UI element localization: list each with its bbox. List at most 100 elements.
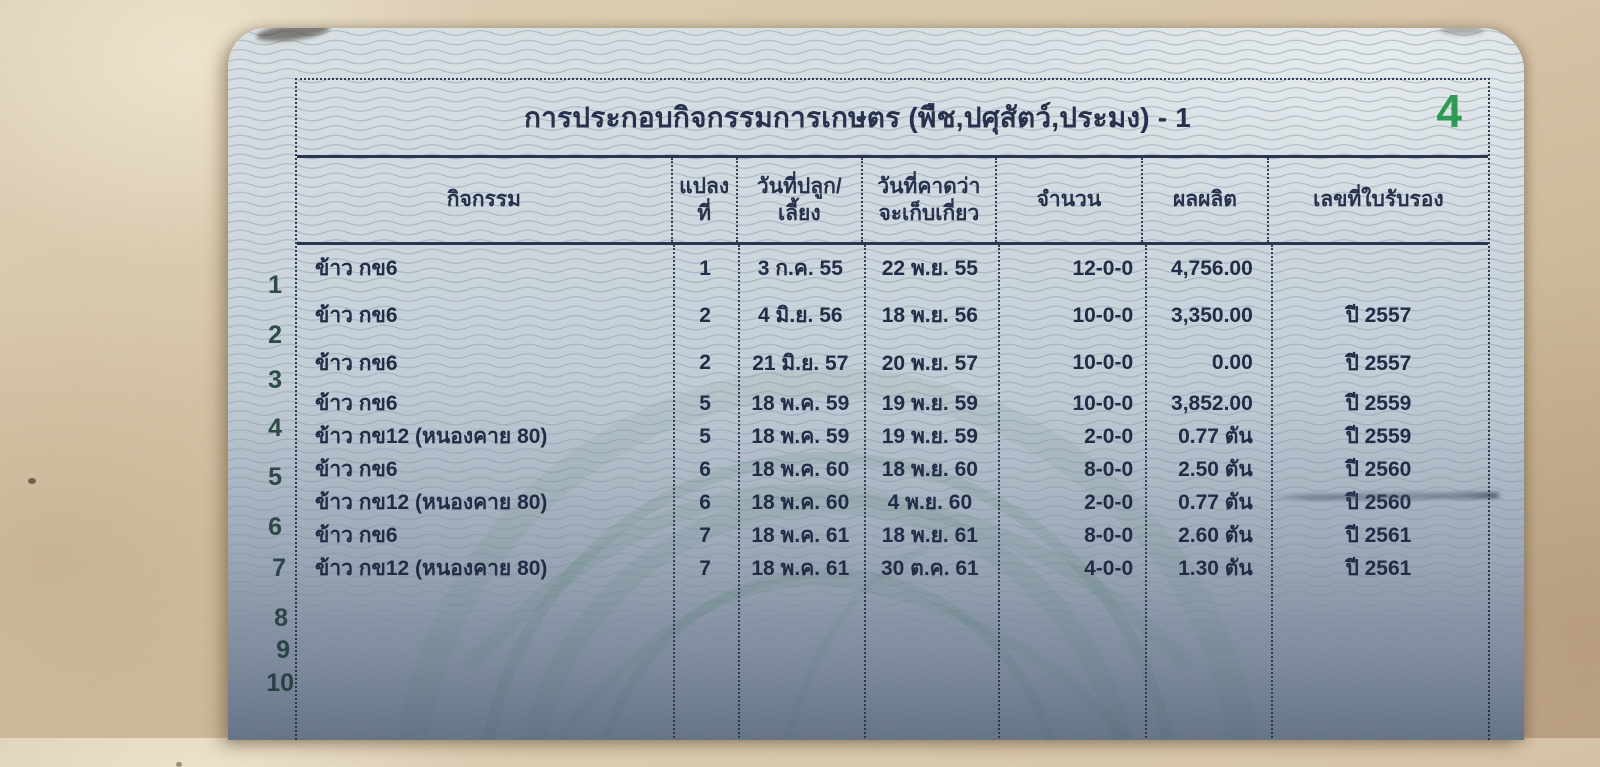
cell-expected: 19 พ.ย. 59 — [881, 425, 978, 448]
page-edge-mark — [1440, 28, 1484, 35]
cell-plot: 5 — [699, 391, 711, 415]
cell-planted: 18 พ.ค. 61 — [751, 524, 850, 547]
cell-cert: ปี 2561 — [1345, 524, 1412, 547]
table-title-band: การประกอบกิจกรรมการเกษตร (พืช,ปศุสัตว์,ป… — [297, 80, 1488, 158]
cell-planted: 18 พ.ค. 60 — [751, 458, 850, 481]
table-row: ข้าว กข6 6 18 พ.ค. 60 18 พ.ย. 60 8-0-0 2.50 ต… — [297, 453, 1488, 486]
margin-row-number: 7 — [272, 554, 286, 582]
page-number: 4 — [1436, 85, 1462, 137]
cell-expected: 20 พ.ย. 57 — [881, 351, 978, 375]
column-header-amount: จำนวน — [997, 158, 1144, 242]
cell-cert: ปี 2557 — [1345, 304, 1412, 327]
column-divider — [1271, 245, 1273, 740]
cell-expected: 18 พ.ย. 60 — [881, 458, 978, 481]
cell-yield: 4,756.00 — [1171, 256, 1253, 280]
column-header-planted: วันที่ปลูก/ เลี้ยง — [738, 158, 864, 242]
cell-activity: ข้าว กข6 — [315, 392, 398, 415]
table-row: ข้าว กข12 (หนองคาย 80) 5 18 พ.ค. 59 19 พ.ย.… — [297, 420, 1488, 453]
column-header-yield: ผลผลิต — [1143, 158, 1269, 242]
margin-row-number: 2 — [268, 321, 282, 349]
cell-cert: ปี 2561 — [1345, 557, 1412, 580]
cell-expected: 18 พ.ย. 56 — [881, 304, 978, 327]
cell-expected: 22 พ.ย. 55 — [881, 257, 978, 280]
cell-plot: 6 — [699, 490, 711, 514]
column-header-plot: แปลง ที่ — [673, 158, 738, 242]
column-divider — [998, 245, 1000, 740]
table-body: ข้าว กข6 1 3 ก.ค. 55 22 พ.ย. 55 12-0-0 4,756.… — [297, 245, 1488, 740]
cell-plot: 5 — [699, 424, 711, 448]
cell-amount: 2-0-0 — [1084, 424, 1134, 448]
column-divider — [1145, 245, 1147, 740]
cell-plot: 2 — [699, 303, 711, 327]
cell-cert: ปี 2560 — [1345, 491, 1412, 514]
table-row: ข้าว กข6 5 18 พ.ค. 59 19 พ.ย. 59 10-0-0 3,852… — [297, 387, 1488, 420]
column-header-cert: เลขที่ใบรับรอง — [1313, 188, 1444, 212]
cell-amount: 10-0-0 — [1072, 351, 1134, 374]
cell-yield: 2.50 ตัน — [1178, 458, 1253, 481]
column-divider — [673, 245, 675, 740]
cell-plot: 6 — [699, 457, 711, 481]
agriculture-activity-table: การประกอบกิจกรรมการเกษตร (พืช,ปศุสัตว์,ป… — [295, 78, 1490, 740]
cell-amount: 2-0-0 — [1084, 490, 1134, 514]
cell-amount: 10-0-0 — [1072, 391, 1134, 415]
cell-cert: ปี 2560 — [1345, 458, 1412, 481]
cell-activity: ข้าว กข12 (หนองคาย 80) — [315, 491, 548, 514]
floor-speck — [28, 478, 36, 484]
cell-plot: 7 — [699, 556, 711, 580]
cell-cert: ปี 2559 — [1345, 425, 1412, 448]
column-divider — [864, 245, 866, 740]
cell-planted: 4 มิ.ย. 56 — [758, 304, 843, 327]
column-header-activity: กิจกรรม — [297, 158, 673, 242]
cell-planted: 18 พ.ค. 61 — [751, 557, 850, 580]
margin-row-number: 10 — [266, 669, 294, 697]
margin-row-number: 6 — [268, 513, 282, 541]
margin-row-number: 4 — [268, 414, 282, 442]
cell-amount: 12-0-0 — [1072, 256, 1134, 280]
cell-activity: ข้าว กข6 — [315, 351, 398, 375]
table-row: ข้าว กข6 1 3 ก.ค. 55 22 พ.ย. 55 12-0-0 4,756.… — [297, 245, 1488, 292]
cell-amount: 8-0-0 — [1084, 523, 1134, 547]
cell-expected: 19 พ.ย. 59 — [881, 392, 978, 415]
column-divider — [738, 245, 740, 740]
cell-yield: 3,852.00 — [1171, 391, 1253, 415]
cell-amount: 4-0-0 — [1084, 556, 1134, 580]
cell-activity: ข้าว กข6 — [315, 257, 398, 280]
cell-yield: 0.77 ตัน — [1178, 491, 1253, 514]
cell-yield: 3,350.00 — [1171, 303, 1253, 327]
table-row: ข้าว กข12 (หนองคาย 80) 6 18 พ.ค. 60 4 พ.ย. … — [297, 486, 1488, 519]
table-row: ข้าว กข6 7 18 พ.ค. 61 18 พ.ย. 61 8-0-0 2.60 ต… — [297, 519, 1488, 552]
cell-expected: 4 พ.ย. 60 — [887, 491, 973, 514]
cell-activity: ข้าว กข6 — [315, 524, 398, 547]
cell-plot: 2 — [699, 351, 711, 374]
header-row: กิจกรรม แปลง ที่ วันที่ปลูก/ เลี้ยง วันที่ค… — [297, 158, 1488, 245]
cell-activity: ข้าว กข6 — [315, 458, 398, 481]
cell-activity: ข้าว กข12 (หนองคาย 80) — [315, 557, 548, 580]
cell-activity: ข้าว กข12 (หนองคาย 80) — [315, 425, 548, 448]
cell-planted: 21 มิ.ย. 57 — [752, 351, 849, 375]
margin-row-number: 8 — [274, 604, 288, 632]
margin-row-number: 1 — [268, 271, 282, 299]
margin-row-numbers: 1 2 3 4 5 6 7 8 9 10 — [242, 28, 294, 740]
cell-expected: 18 พ.ย. 61 — [881, 524, 978, 547]
cell-expected: 30 ต.ค. 61 — [880, 557, 979, 580]
table-row: ข้าว กข6 2 21 มิ.ย. 57 20 พ.ย. 57 10-0-0 0.00… — [297, 339, 1488, 387]
cell-yield: 2.60 ตัน — [1178, 524, 1253, 547]
seal-watermark-icon — [397, 368, 1259, 740]
wave-pattern-background — [228, 28, 1524, 740]
cell-cert: ปี 2559 — [1345, 392, 1412, 415]
cell-planted: 18 พ.ค. 59 — [751, 392, 850, 415]
cell-planted: 18 พ.ค. 59 — [751, 425, 850, 448]
cell-plot: 7 — [699, 523, 711, 547]
page-title: การประกอบกิจกรรมการเกษตร (พืช,ปศุสัตว์,ป… — [523, 101, 1192, 133]
cell-planted: 3 ก.ค. 55 — [757, 257, 843, 280]
margin-row-number: 3 — [268, 366, 282, 394]
margin-row-number: 9 — [276, 636, 290, 664]
cell-amount: 10-0-0 — [1072, 303, 1134, 327]
booklet-page: 1 2 3 4 5 6 7 8 9 10 การประกอบกิจกรรมการเกษตร (พื… — [228, 28, 1524, 740]
cell-amount: 8-0-0 — [1084, 457, 1134, 481]
table-row: ข้าว กข12 (หนองคาย 80) 7 18 พ.ค. 61 30 ต.ค.… — [297, 552, 1488, 585]
margin-row-number: 5 — [268, 463, 282, 491]
cell-yield: 0.00 — [1211, 351, 1253, 374]
cell-activity: ข้าว กข6 — [315, 304, 398, 327]
